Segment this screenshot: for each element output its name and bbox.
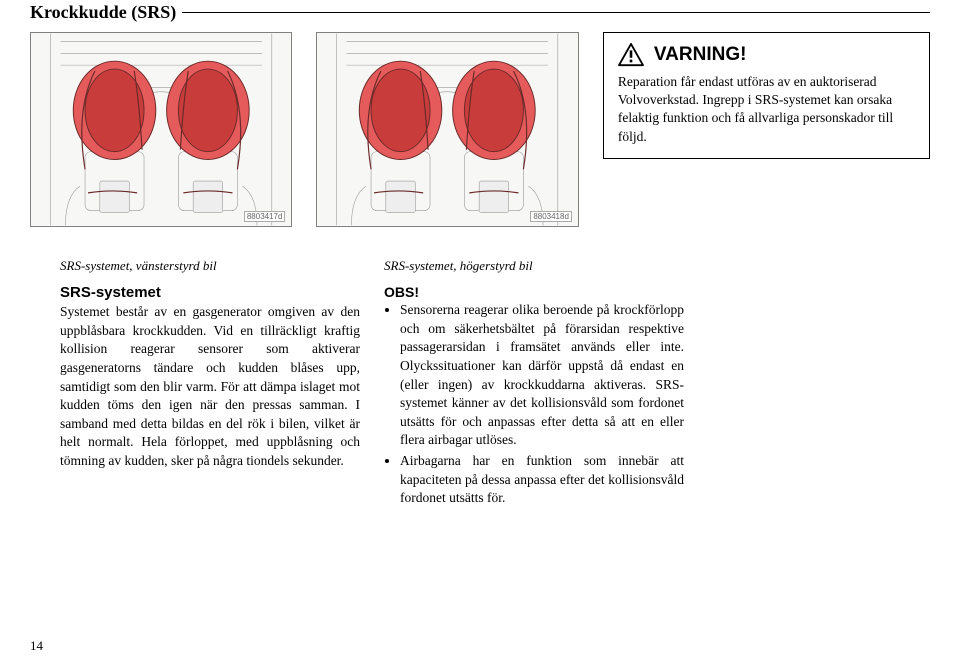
warning-box: VARNING! Reparation får endast utföras a… — [603, 32, 930, 159]
obs-bullet: Airbagarna har en funktion som innebär a… — [400, 452, 684, 508]
top-area: 8803417d — [30, 32, 930, 237]
srs-body-text: Systemet består av en gasgenerator omgiv… — [60, 303, 360, 471]
obs-bullet: Sensorerna reagerar olika beroende på kr… — [400, 301, 684, 450]
diagram-right-label: 8803418d — [530, 211, 572, 222]
airbag-right-svg — [317, 33, 577, 226]
airbag-left-svg — [31, 33, 291, 226]
diagram-left-label: 8803417d — [244, 211, 286, 222]
caption-right: SRS-systemet, högerstyrd bil — [384, 258, 684, 274]
caption-left: SRS-systemet, vänsterstyrd bil — [60, 258, 360, 274]
diagram-right: 8803418d — [316, 32, 578, 227]
srs-heading: SRS-systemet — [60, 284, 360, 301]
warning-title: VARNING! — [654, 44, 747, 66]
obs-label: OBS! — [384, 284, 684, 300]
obs-list: Sensorerna reagerar olika beroende på kr… — [384, 301, 684, 508]
diagram-left: 8803417d — [30, 32, 292, 227]
page-title: Krockkudde (SRS) — [30, 2, 182, 23]
body-columns: SRS-systemet, vänsterstyrd bil SRS-syste… — [60, 258, 930, 510]
warning-header: VARNING! — [618, 43, 915, 67]
page-number: 14 — [30, 638, 43, 654]
warning-body: Reparation får endast utföras av en aukt… — [618, 73, 915, 146]
column-2: SRS-systemet, högerstyrd bil OBS! Sensor… — [384, 258, 684, 510]
warning-triangle-icon — [618, 43, 644, 67]
column-1: SRS-systemet, vänsterstyrd bil SRS-syste… — [60, 258, 360, 510]
